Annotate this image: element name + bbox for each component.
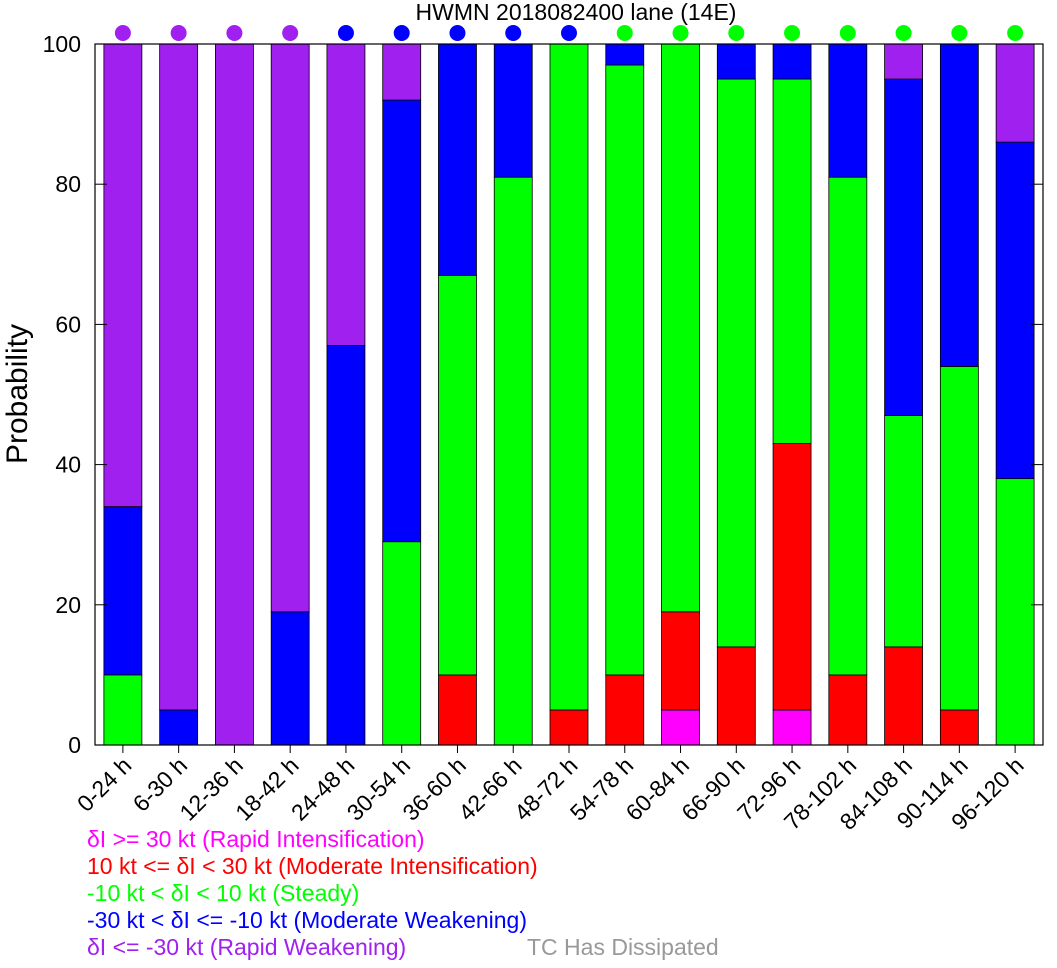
x-axis: 0-24 h6-30 h12-36 h18-42 h24-48 h30-54 h… [72,745,1029,835]
bar-segment-14-3 [828,176,868,676]
bar-segment-16-4 [939,43,979,367]
bar-segment-14-4 [828,43,868,178]
bar-segment-8-3 [493,176,533,746]
bar-segment-15-5 [884,43,923,80]
y-axis-label: Probability [1,324,34,464]
legend-entry-dissipated: TC Has Dissipated [527,934,719,960]
status-dot-13 [784,25,801,41]
bar-segment-5-4 [326,345,366,746]
status-dot-17 [1007,25,1024,41]
bar-segment-12-4 [716,43,756,80]
status-dot-15 [895,25,912,41]
y-axis: 0 20 40 60 80 100 [43,31,1043,758]
bar-segment-9-3 [549,43,589,711]
status-dot-3 [226,25,243,41]
bar-segment-10-4 [605,43,645,66]
bar-segment-1-4 [103,506,143,676]
y-tick-label-0: 0 [68,732,81,758]
bar-segment-1-3 [103,674,143,746]
bar-segment-13-1 [772,709,812,746]
bar-segment-4-5 [270,43,310,613]
bar-segment-11-3 [661,43,700,613]
legend-entry-2: 10 kt <= δI < 30 kt (Moderate Intensific… [87,853,538,879]
bar-segment-6-5 [382,43,422,101]
bar-segment-3-5 [215,43,254,746]
bar-segment-9-2 [549,709,589,746]
bar-segment-16-3 [939,366,979,711]
status-dot-16 [951,25,968,41]
dots-layer [114,25,1024,41]
status-dot-10 [616,25,633,41]
status-dot-6 [393,25,410,41]
bar-segment-12-3 [716,78,756,648]
bar-segment-6-3 [382,541,422,746]
bar-segment-10-3 [605,64,645,676]
bar-segment-7-2 [438,674,477,746]
bar-segment-8-4 [493,43,533,178]
bar-segment-2-4 [159,709,199,746]
status-dot-7 [449,25,466,41]
y-tick-label-2: 40 [55,452,81,478]
bar-segment-15-4 [884,78,923,416]
bar-segment-10-2 [605,674,645,746]
bar-segment-11-1 [661,709,700,746]
status-dot-9 [561,25,577,41]
status-dot-4 [282,25,299,41]
bar-segment-1-5 [103,43,143,508]
chart-title: HWMN 2018082400 lane (14E) [416,0,737,25]
legend-entry-3: -10 kt < δI < 10 kt (Steady) [87,880,360,906]
y-tick-label-5: 100 [43,31,81,57]
y-tick-label-4: 80 [55,171,81,197]
bar-segment-2-5 [159,43,199,711]
bar-segment-12-2 [716,646,756,746]
x-tick-label-1: 0-24 h [72,752,137,817]
bar-segment-14-2 [828,674,868,746]
status-dot-14 [839,25,856,41]
legend-entry-1: δI >= 30 kt (Rapid Intensification) [87,826,425,852]
bar-segment-7-3 [438,274,477,676]
status-dot-8 [505,25,522,41]
bar-segment-13-4 [772,43,812,80]
bar-segment-7-4 [438,43,477,276]
status-dot-12 [728,25,745,41]
y-tick-label-1: 20 [55,592,81,618]
bar-segment-11-2 [661,611,700,711]
bar-segment-15-2 [884,646,923,746]
bar-segment-5-5 [326,43,366,346]
bar-segment-13-3 [772,78,812,444]
bar-segment-17-3 [995,478,1035,746]
bar-segment-6-4 [382,99,422,543]
bar-segment-16-2 [939,709,979,746]
legend-entry-5: δI <= -30 kt (Rapid Weakening) [87,934,407,960]
y-tick-label-3: 60 [55,311,81,337]
status-dot-2 [170,25,187,41]
bar-segment-4-4 [270,611,310,746]
bar-segment-15-3 [884,415,923,648]
bar-segment-17-4 [995,141,1035,480]
status-dot-11 [672,25,689,41]
bar-segment-13-2 [772,443,812,711]
bars-layer [103,43,1035,746]
status-dot-5 [337,25,354,41]
status-dot-1 [114,25,131,41]
legend-entry-4: -30 kt < δI <= -10 kt (Moderate Weakenin… [87,907,528,933]
bar-segment-17-5 [995,43,1035,143]
